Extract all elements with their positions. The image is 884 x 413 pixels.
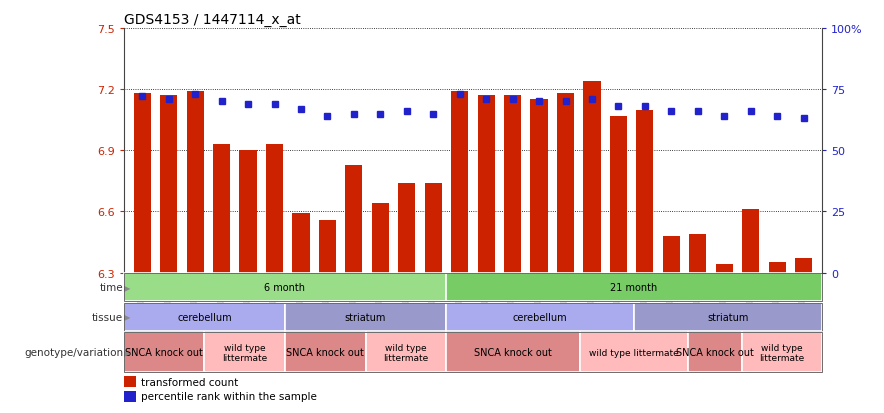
Bar xyxy=(610,116,627,273)
Text: wild type
littermate: wild type littermate xyxy=(222,343,267,362)
Bar xyxy=(204,332,285,373)
Text: SNCA knock out: SNCA knock out xyxy=(126,347,203,357)
Bar xyxy=(124,377,136,387)
Text: transformed count: transformed count xyxy=(141,377,239,387)
Bar xyxy=(124,391,136,401)
Text: 6 month: 6 month xyxy=(264,282,305,292)
Text: wild type
littermate: wild type littermate xyxy=(383,343,429,362)
Bar xyxy=(634,303,822,331)
Text: SNCA knock out: SNCA knock out xyxy=(675,347,754,357)
Bar xyxy=(365,332,446,373)
Bar xyxy=(213,145,230,273)
Bar xyxy=(160,96,178,273)
Bar xyxy=(398,183,415,273)
Text: SNCA knock out: SNCA knock out xyxy=(286,347,364,357)
Bar xyxy=(346,165,362,273)
Text: percentile rank within the sample: percentile rank within the sample xyxy=(141,391,317,401)
Bar xyxy=(285,303,446,331)
Text: genotype/variation: genotype/variation xyxy=(24,347,123,357)
Bar xyxy=(504,96,522,273)
Text: striatum: striatum xyxy=(345,312,386,322)
Text: ▶: ▶ xyxy=(124,348,130,357)
Bar xyxy=(581,332,688,373)
Bar xyxy=(451,92,469,273)
Bar xyxy=(285,332,365,373)
Text: ▶: ▶ xyxy=(124,312,130,321)
Bar xyxy=(636,110,653,273)
Bar xyxy=(293,214,309,273)
Bar xyxy=(768,263,786,273)
Bar xyxy=(690,234,706,273)
Bar xyxy=(372,204,389,273)
Text: tissue: tissue xyxy=(92,312,123,322)
Text: SNCA knock out: SNCA knock out xyxy=(475,347,552,357)
Text: GDS4153 / 1447114_x_at: GDS4153 / 1447114_x_at xyxy=(124,12,301,26)
Bar xyxy=(133,94,151,273)
Bar xyxy=(742,332,822,373)
Bar xyxy=(557,94,574,273)
Text: striatum: striatum xyxy=(707,312,749,322)
Bar xyxy=(319,220,336,273)
Text: time: time xyxy=(100,282,123,292)
Bar xyxy=(124,273,446,301)
Bar xyxy=(530,100,548,273)
Bar xyxy=(187,92,204,273)
Bar xyxy=(424,183,442,273)
Text: wild type
littermate: wild type littermate xyxy=(759,343,804,362)
Bar xyxy=(446,273,822,301)
Bar xyxy=(716,265,733,273)
Bar xyxy=(583,82,600,273)
Bar xyxy=(688,332,742,373)
Bar xyxy=(446,332,581,373)
Text: ▶: ▶ xyxy=(124,283,130,292)
Bar xyxy=(742,210,759,273)
Text: wild type littermate: wild type littermate xyxy=(590,348,679,357)
Text: 21 month: 21 month xyxy=(611,282,658,292)
Bar xyxy=(795,259,812,273)
Text: cerebellum: cerebellum xyxy=(177,312,232,322)
Bar xyxy=(124,303,285,331)
Bar xyxy=(124,332,204,373)
Text: cerebellum: cerebellum xyxy=(513,312,568,322)
Bar xyxy=(240,151,256,273)
Bar xyxy=(663,236,680,273)
Bar xyxy=(266,145,283,273)
Bar xyxy=(446,303,634,331)
Bar xyxy=(477,96,495,273)
